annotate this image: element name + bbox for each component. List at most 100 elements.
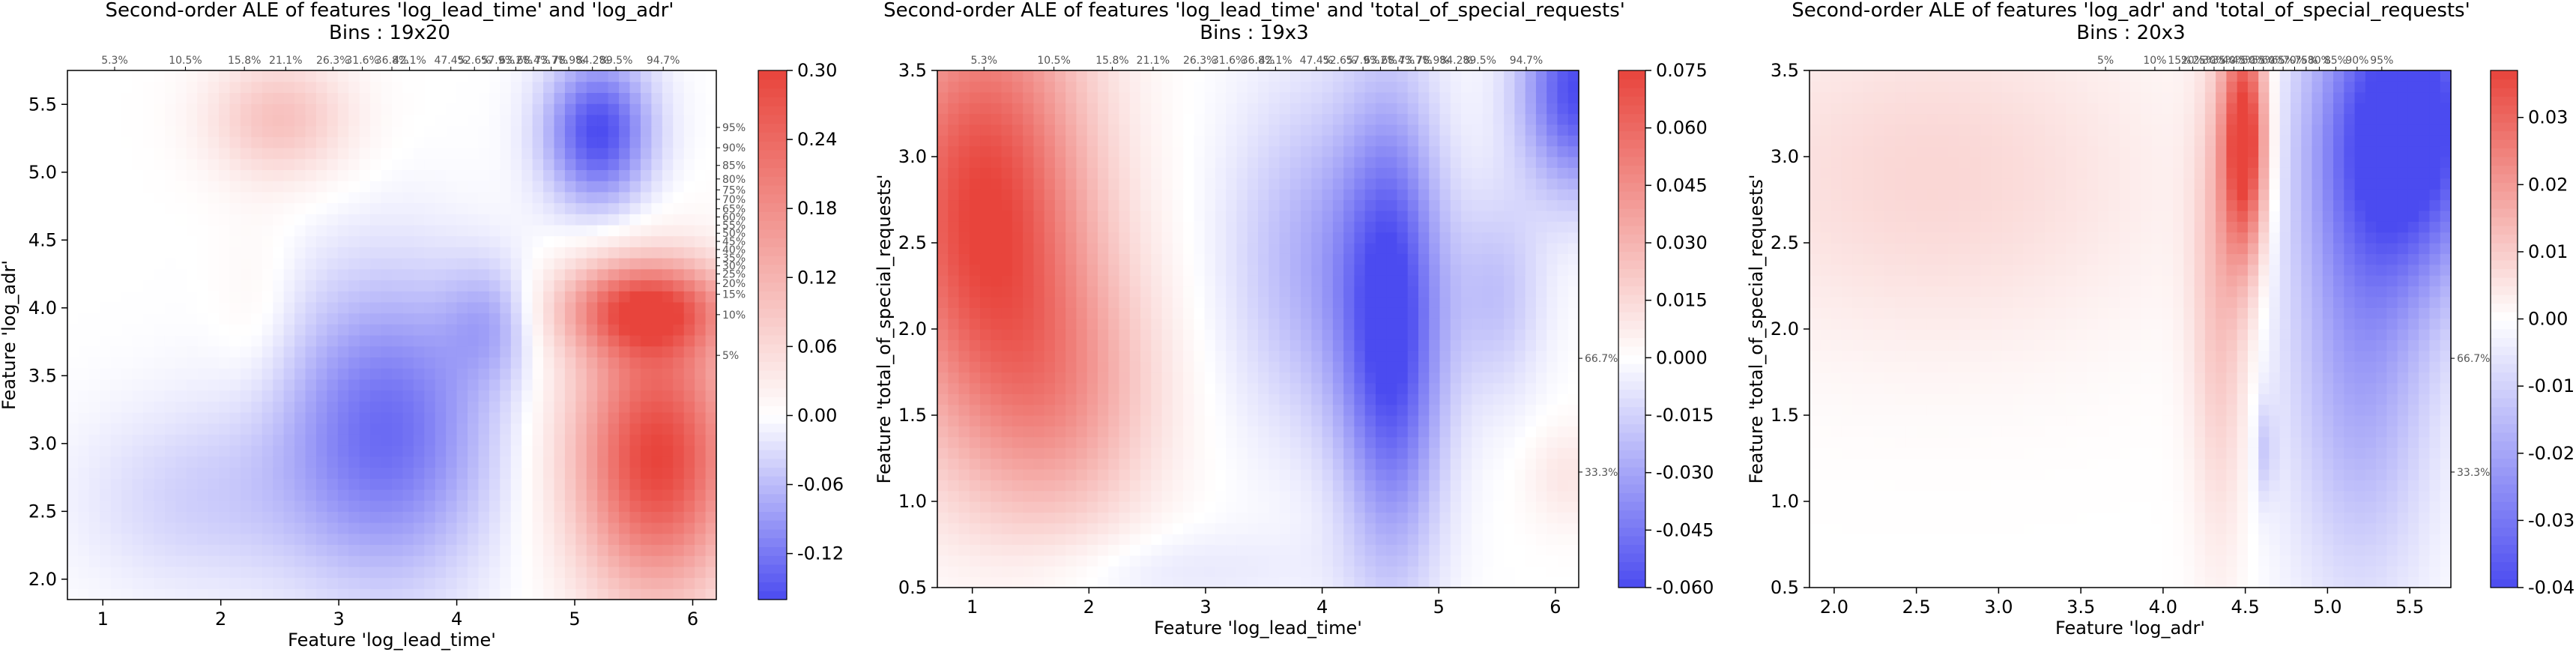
heatmap-cell xyxy=(1098,318,1109,330)
heatmap-cell xyxy=(143,324,155,336)
heatmap-cell xyxy=(1033,167,1045,179)
heatmap-cell xyxy=(261,555,273,567)
heatmap-cell xyxy=(705,467,717,479)
heatmap-cell xyxy=(370,489,382,501)
heatmap-cell xyxy=(651,202,663,214)
heatmap-cell xyxy=(273,467,285,479)
heatmap-cell xyxy=(1279,404,1291,416)
heatmap-cell xyxy=(229,181,241,193)
heatmap-cell xyxy=(240,378,252,391)
heatmap-cell xyxy=(110,136,122,148)
heatmap-cell xyxy=(554,147,566,160)
heatmap-cell xyxy=(164,280,176,292)
heatmap-cell xyxy=(154,401,166,413)
heatmap-cell xyxy=(575,224,587,237)
heatmap-cell xyxy=(991,264,1003,276)
heatmap-cell xyxy=(1119,221,1131,233)
heatmap-cell xyxy=(1161,81,1173,93)
heatmap-cell xyxy=(1311,576,1323,588)
heatmap-cell xyxy=(1269,178,1281,190)
heatmap-cell xyxy=(1322,286,1334,298)
heatmap-cell xyxy=(695,324,707,336)
heatmap-cell xyxy=(554,478,566,490)
heatmap-cell xyxy=(937,512,949,524)
heatmap-cell xyxy=(294,445,306,457)
heatmap-cell xyxy=(208,214,220,226)
heatmap-cell xyxy=(1236,544,1248,556)
heatmap-cell xyxy=(586,258,598,270)
heatmap-cell xyxy=(1322,307,1334,319)
heatmap-cell xyxy=(1140,135,1152,147)
heatmap-cell xyxy=(261,577,273,589)
heatmap-cell xyxy=(937,167,949,179)
heatmap-cell xyxy=(662,268,674,281)
heatmap-cell xyxy=(381,202,393,214)
heatmap-cell xyxy=(370,478,382,490)
heatmap-cell xyxy=(597,81,609,94)
heatmap-cell xyxy=(1258,566,1269,578)
heatmap-cell xyxy=(1172,103,1184,115)
heatmap-cell xyxy=(175,70,187,82)
heatmap-cell xyxy=(240,324,252,336)
heatmap-cell xyxy=(392,92,404,104)
heatmap-cell xyxy=(1044,458,1056,470)
heatmap-cell xyxy=(132,92,144,104)
heatmap-cell xyxy=(1076,382,1088,394)
heatmap-cell xyxy=(1119,350,1131,362)
heatmap-cell xyxy=(673,258,685,270)
heatmap-cell xyxy=(586,467,598,479)
heatmap-cell xyxy=(651,114,663,127)
heatmap-cell xyxy=(1343,296,1355,308)
heatmap-cell xyxy=(586,147,598,160)
colorbar-segment xyxy=(758,167,787,177)
heatmap-cell xyxy=(1183,350,1194,362)
heatmap-cell xyxy=(980,167,991,179)
heatmap-cell xyxy=(392,181,404,193)
heatmap-cell xyxy=(1065,318,1077,330)
heatmap-cell xyxy=(500,401,512,413)
y-decile-label: 40% xyxy=(722,244,746,256)
heatmap-cell xyxy=(294,533,306,546)
heatmap-cell xyxy=(468,70,480,82)
heatmap-cell xyxy=(597,70,609,82)
heatmap-cell xyxy=(532,434,544,446)
heatmap-cell xyxy=(132,280,144,292)
heatmap-cell xyxy=(937,70,949,82)
heatmap-cell xyxy=(1172,458,1184,470)
heatmap-cell xyxy=(1289,210,1301,222)
heatmap-cell xyxy=(1301,296,1312,308)
heatmap-cell xyxy=(468,81,480,94)
heatmap-cell xyxy=(1204,135,1216,147)
heatmap-cell xyxy=(1065,70,1077,82)
heatmap-cell xyxy=(1065,253,1077,265)
heatmap-cell xyxy=(251,136,263,148)
heatmap-cell xyxy=(208,533,220,546)
heatmap-cell xyxy=(564,103,576,115)
heatmap-cell xyxy=(1076,372,1088,384)
y-tick-label: 2.0 xyxy=(28,569,57,590)
heatmap-cell xyxy=(283,181,295,193)
heatmap-cell xyxy=(359,401,371,413)
heatmap-cell xyxy=(1065,361,1077,373)
heatmap-cell xyxy=(705,511,717,523)
heatmap-cell xyxy=(67,335,79,347)
heatmap-cell xyxy=(1236,512,1248,524)
heatmap-cell xyxy=(489,224,501,237)
heatmap-cell xyxy=(154,467,166,479)
heatmap-cell xyxy=(121,147,133,160)
heatmap-cell xyxy=(1161,566,1173,578)
heatmap-cell xyxy=(88,158,100,170)
heatmap-cell xyxy=(392,301,404,314)
heatmap-cell xyxy=(359,411,371,424)
heatmap-cell xyxy=(305,247,317,259)
heatmap-cell xyxy=(164,345,176,358)
heatmap-cell xyxy=(683,566,695,579)
heatmap-cell xyxy=(229,324,241,336)
heatmap-cell xyxy=(1289,350,1301,362)
heatmap-cell xyxy=(1161,275,1173,287)
heatmap-cell xyxy=(1023,544,1034,556)
heatmap-cell xyxy=(413,456,425,468)
heatmap-cell xyxy=(446,577,458,589)
heatmap-cell xyxy=(402,588,414,600)
heatmap-cell xyxy=(673,478,685,490)
